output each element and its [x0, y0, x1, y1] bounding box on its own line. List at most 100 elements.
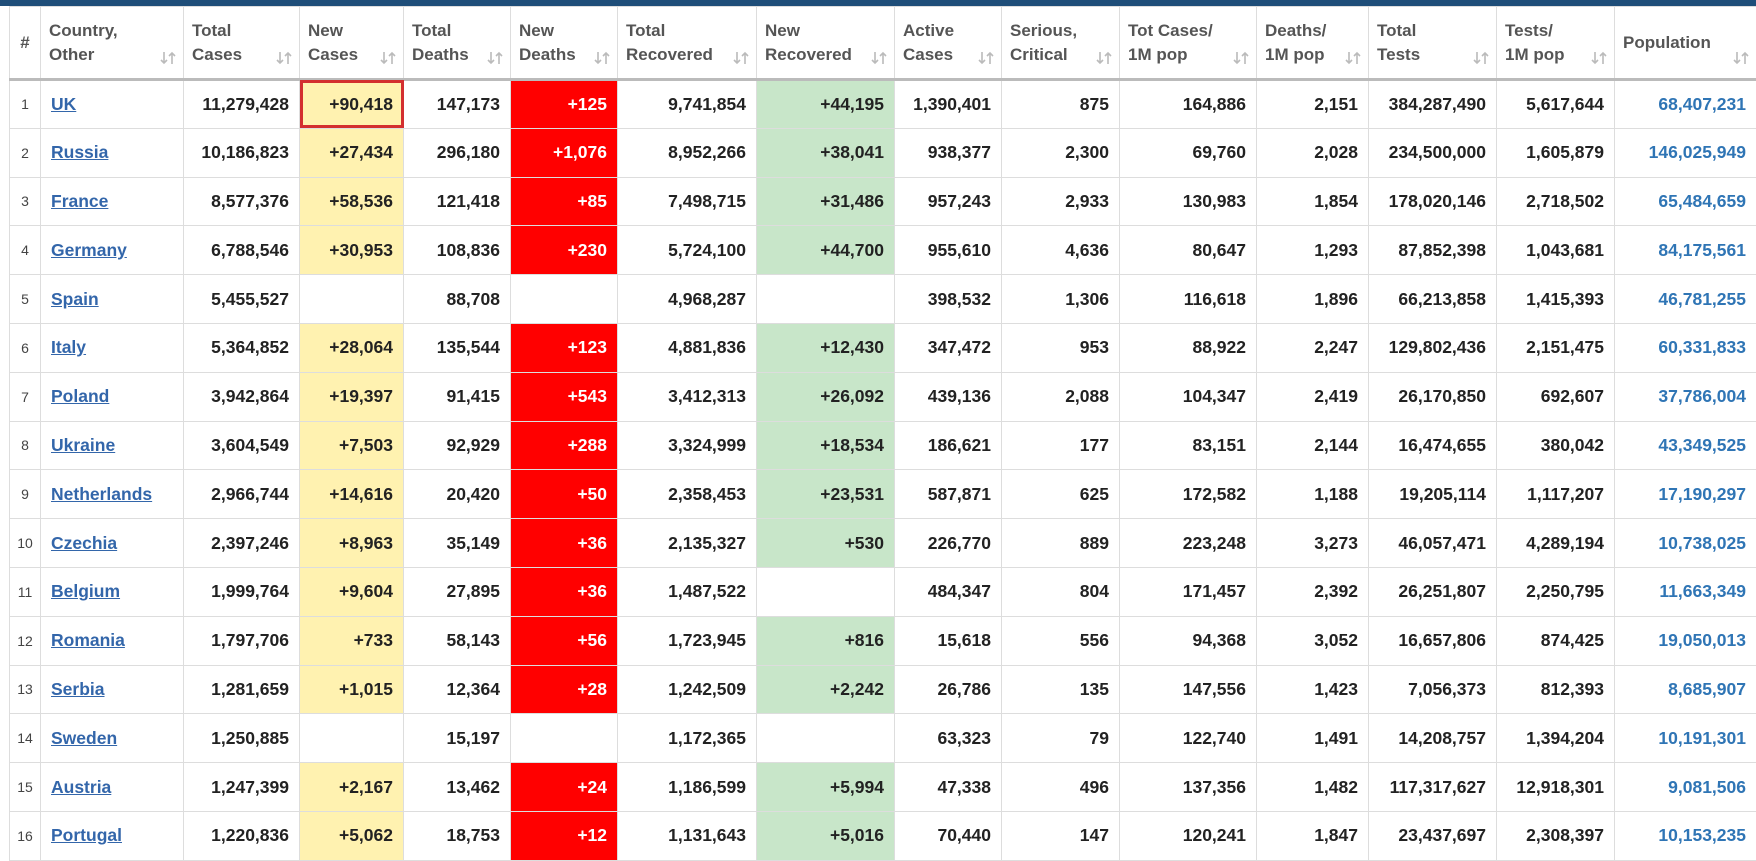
sort-icon — [1345, 50, 1361, 66]
cell: 2,308,397 — [1497, 811, 1615, 860]
country-link[interactable]: Russia — [51, 142, 108, 162]
cell: 4 — [10, 226, 41, 275]
column-header[interactable]: Deaths/1M pop — [1257, 7, 1369, 80]
header-text: Country, — [49, 21, 118, 40]
column-header[interactable]: Population — [1615, 7, 1756, 80]
header-text: 1M pop — [1128, 45, 1188, 64]
cell: +2,242 — [757, 665, 895, 714]
sort-icon — [1096, 50, 1112, 66]
country-link[interactable]: Portugal — [51, 825, 122, 845]
cell: Portugal — [41, 811, 184, 860]
country-link[interactable]: Sweden — [51, 728, 117, 748]
header-text: 1M pop — [1505, 45, 1565, 64]
cell: 1,172,365 — [618, 714, 757, 763]
country-link[interactable]: Ukraine — [51, 435, 115, 455]
sort-icon — [871, 50, 887, 66]
cell — [757, 567, 895, 616]
cell: +230 — [511, 226, 618, 275]
country-link[interactable]: Romania — [51, 630, 125, 650]
cell: 2,088 — [1002, 372, 1120, 421]
cell: 3,604,549 — [184, 421, 300, 470]
column-header[interactable]: Tests/1M pop — [1497, 7, 1615, 80]
country-link[interactable]: Czechia — [51, 533, 117, 553]
country-link[interactable]: Germany — [51, 240, 127, 260]
cell: +1,015 — [300, 665, 404, 714]
column-header[interactable]: Country,Other — [41, 7, 184, 80]
cell: 15,197 — [404, 714, 511, 763]
cell: 17,190,297 — [1615, 470, 1756, 519]
cell: 135 — [1002, 665, 1120, 714]
cell: +543 — [511, 372, 618, 421]
column-header[interactable]: Serious,Critical — [1002, 7, 1120, 80]
country-link[interactable]: UK — [51, 94, 76, 114]
cell: 2,151 — [1257, 80, 1369, 129]
cell: 3,273 — [1257, 519, 1369, 568]
cell: 172,582 — [1120, 470, 1257, 519]
cell: 1,723,945 — [618, 616, 757, 665]
cell: 2,718,502 — [1497, 177, 1615, 226]
cell: 2,250,795 — [1497, 567, 1615, 616]
cell: 889 — [1002, 519, 1120, 568]
cell: +9,604 — [300, 567, 404, 616]
cell: 2 — [10, 128, 41, 177]
cell: 18,753 — [404, 811, 511, 860]
cell: 91,415 — [404, 372, 511, 421]
sort-icon — [1473, 50, 1489, 66]
cell: +56 — [511, 616, 618, 665]
header-text: Total — [626, 21, 665, 40]
cell: 84,175,561 — [1615, 226, 1756, 275]
cell: 347,472 — [895, 323, 1002, 372]
cell: 58,143 — [404, 616, 511, 665]
cell: 2,151,475 — [1497, 323, 1615, 372]
country-link[interactable]: Serbia — [51, 679, 105, 699]
cell: Serbia — [41, 665, 184, 714]
header-text: Recovered — [765, 45, 852, 64]
country-link[interactable]: Belgium — [51, 581, 120, 601]
cell: 1,854 — [1257, 177, 1369, 226]
cell: 4,289,194 — [1497, 519, 1615, 568]
header-text: Cases — [903, 45, 953, 64]
country-link[interactable]: Netherlands — [51, 484, 152, 504]
cell: 120,241 — [1120, 811, 1257, 860]
country-link[interactable]: Austria — [51, 777, 111, 797]
cell: 3,324,999 — [618, 421, 757, 470]
cell: 14,208,757 — [1369, 714, 1497, 763]
country-link[interactable]: Poland — [51, 386, 109, 406]
cell: 11,279,428 — [184, 80, 300, 129]
cell: 11,663,349 — [1615, 567, 1756, 616]
cell: 171,457 — [1120, 567, 1257, 616]
cell: 13 — [10, 665, 41, 714]
country-link[interactable]: France — [51, 191, 108, 211]
cell: 1,415,393 — [1497, 275, 1615, 324]
header-text: Tests — [1377, 45, 1420, 64]
cell: 130,983 — [1120, 177, 1257, 226]
cell: 3,052 — [1257, 616, 1369, 665]
cell: 1,247,399 — [184, 763, 300, 812]
header-text: Tot Cases/ — [1128, 21, 1213, 40]
country-link[interactable]: Spain — [51, 289, 99, 309]
cell: +44,700 — [757, 226, 895, 275]
column-header[interactable]: Tot Cases/1M pop — [1120, 7, 1257, 80]
cell: 8,685,907 — [1615, 665, 1756, 714]
cell: +7,503 — [300, 421, 404, 470]
country-link[interactable]: Italy — [51, 337, 86, 357]
cell: 953 — [1002, 323, 1120, 372]
cell: 296,180 — [404, 128, 511, 177]
cell: +530 — [757, 519, 895, 568]
cell: Netherlands — [41, 470, 184, 519]
cell: 1,242,509 — [618, 665, 757, 714]
cell: 177 — [1002, 421, 1120, 470]
header-text: Deaths/ — [1265, 21, 1326, 40]
